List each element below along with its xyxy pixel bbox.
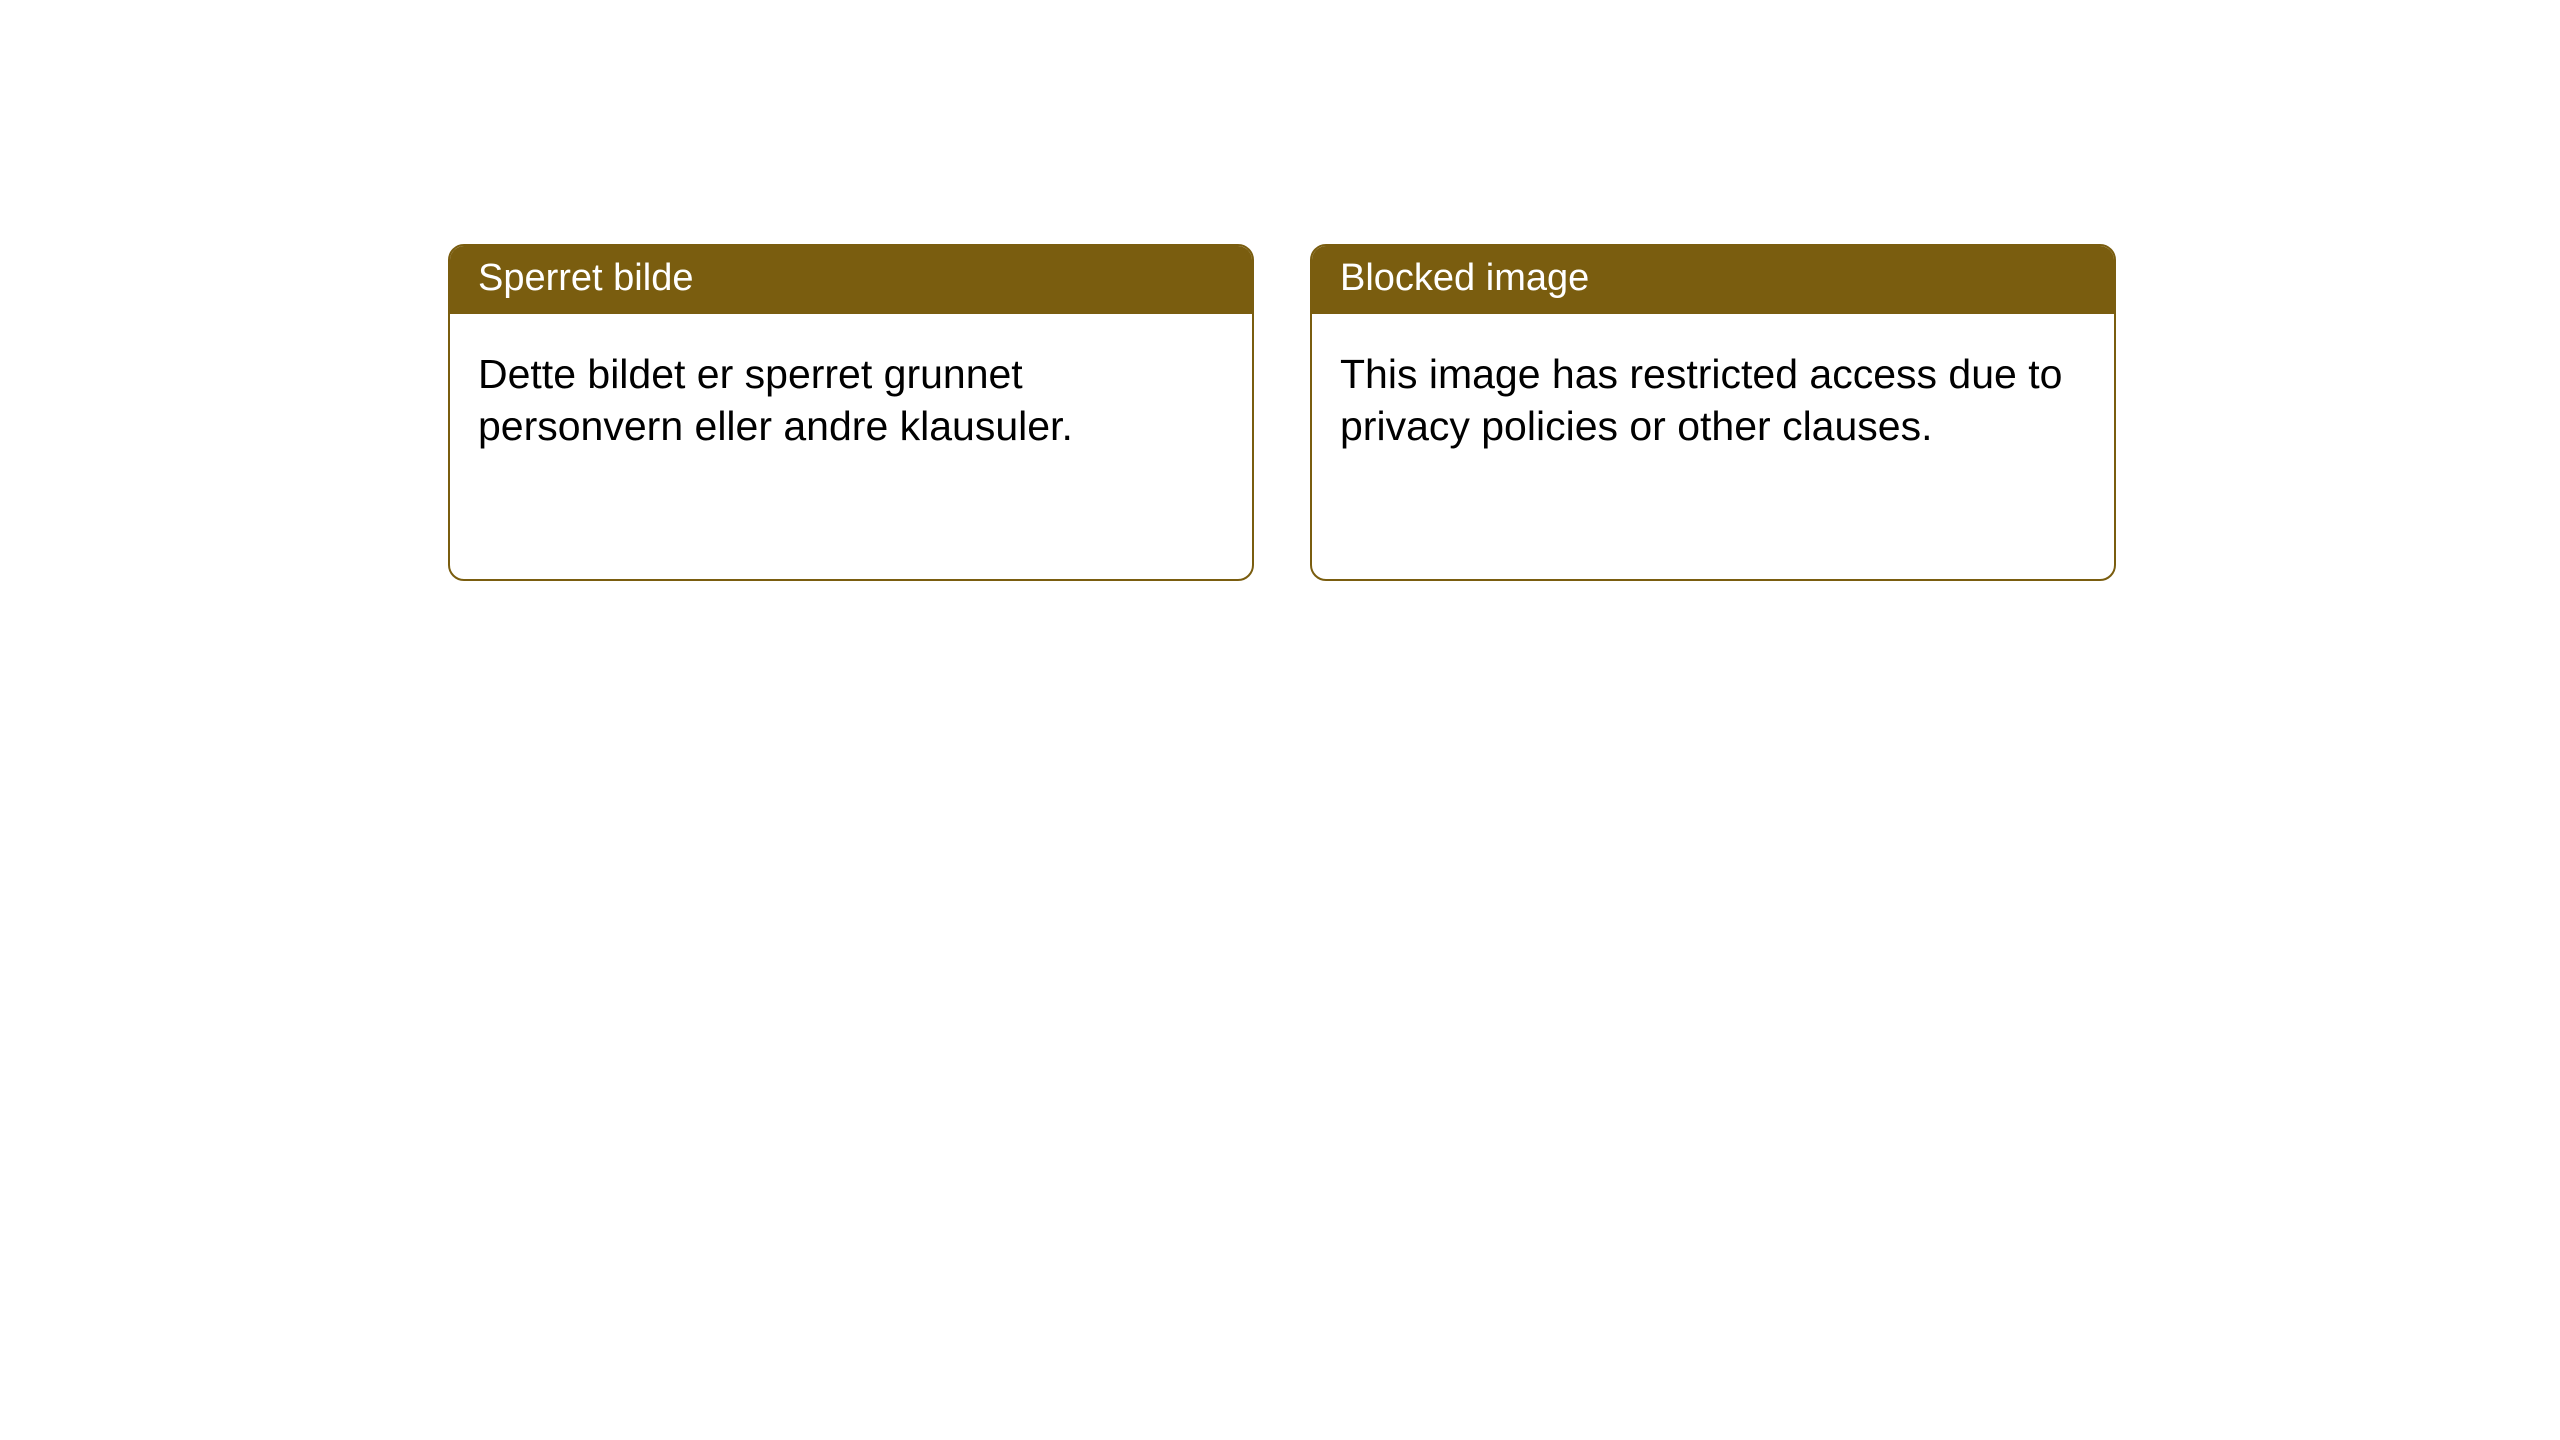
card-header-english: Blocked image xyxy=(1312,246,2114,314)
blocked-image-card-english: Blocked image This image has restricted … xyxy=(1310,244,2116,581)
card-header-norwegian: Sperret bilde xyxy=(450,246,1252,314)
notice-container: Sperret bilde Dette bildet er sperret gr… xyxy=(0,0,2560,581)
card-body-english: This image has restricted access due to … xyxy=(1312,314,2114,487)
card-body-norwegian: Dette bildet er sperret grunnet personve… xyxy=(450,314,1252,487)
blocked-image-card-norwegian: Sperret bilde Dette bildet er sperret gr… xyxy=(448,244,1254,581)
